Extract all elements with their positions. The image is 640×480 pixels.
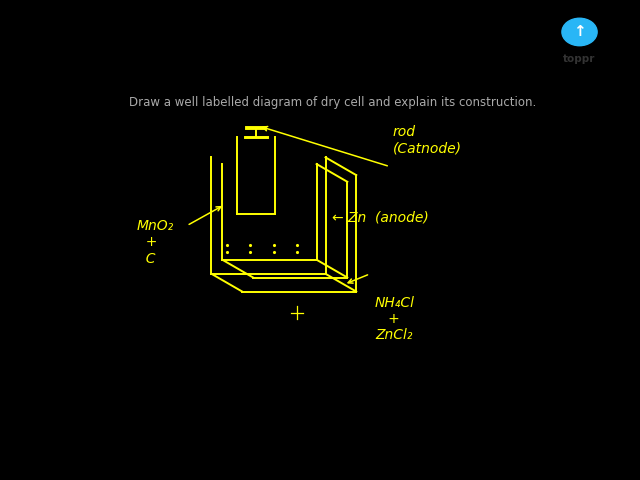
Text: NH₄Cl
   +
ZnCl₂: NH₄Cl + ZnCl₂	[375, 296, 415, 342]
Circle shape	[562, 18, 597, 46]
Text: ← Zn  (anode): ← Zn (anode)	[332, 210, 429, 224]
Text: Draw a well labelled diagram of dry cell and explain its construction.: Draw a well labelled diagram of dry cell…	[129, 96, 536, 109]
Text: ↑: ↑	[573, 24, 586, 39]
Text: MnO₂
  +
  C: MnO₂ + C	[137, 219, 174, 265]
Text: rod
(Catnode): rod (Catnode)	[392, 125, 461, 156]
Text: toppr: toppr	[563, 54, 596, 64]
